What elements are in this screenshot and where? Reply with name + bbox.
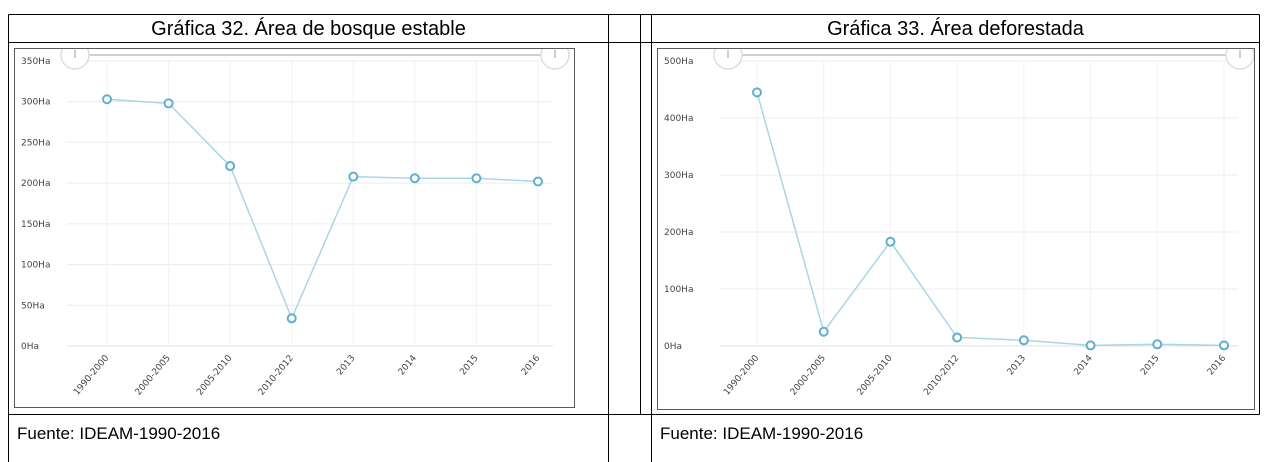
x-tick-label: 1990-2000	[72, 353, 111, 397]
y-tick-label: 200Ha	[664, 228, 693, 238]
y-tick-label: 400Ha	[664, 114, 693, 124]
data-point	[1018, 335, 1029, 346]
data-point	[102, 94, 112, 105]
y-tick-label: 300Ha	[21, 98, 50, 108]
x-tick-label: 2013	[1006, 354, 1028, 378]
data-point	[885, 236, 896, 247]
y-tick-label: 500Ha	[664, 57, 693, 67]
right-source-note: Fuente: IDEAM-1990-2016	[660, 424, 864, 443]
left-chart-title: Gráfica 32. Área de bosque estable	[151, 18, 466, 40]
x-tick-label: 2010-2012	[257, 354, 296, 398]
data-point	[409, 173, 420, 184]
y-tick-label: 100Ha	[664, 285, 693, 295]
x-tick-label: 2015	[458, 354, 480, 378]
x-tick-label: 2016	[520, 353, 543, 377]
x-tick-label: 2013	[335, 354, 357, 378]
x-tick-label: 2005-2010	[195, 353, 234, 397]
data-point	[533, 176, 543, 187]
data-point	[471, 173, 482, 184]
data-point	[163, 98, 174, 109]
y-tick-label: 150Ha	[21, 220, 50, 230]
y-tick-label: 0Ha	[664, 342, 682, 352]
x-tick-label: 2005-2010	[856, 353, 895, 397]
y-tick-label: 50Ha	[21, 301, 45, 311]
series-line	[106, 98, 539, 321]
data-point	[1152, 339, 1163, 350]
x-tick-label: 1990-2000	[722, 353, 761, 397]
zoom-slider-handle-right	[540, 49, 570, 70]
data-point	[752, 87, 762, 98]
left-chart-frame: 0Ha 50Ha 100Ha 150Ha 200Ha 250Ha 300Ha 350Ha 199…	[14, 48, 575, 408]
data-point	[818, 326, 829, 337]
zoom-slider-handle-left	[713, 49, 743, 70]
x-tick-label: 2014	[1072, 353, 1095, 377]
zoom-slider-handle-left	[60, 49, 90, 70]
data-point	[348, 171, 359, 182]
x-tick-label: 2016	[1206, 353, 1229, 377]
data-point	[286, 313, 297, 324]
x-tick-label: 2010-2012	[922, 354, 961, 398]
y-tick-label: 0Ha	[21, 342, 39, 352]
right-chart-title: Gráfica 33. Área deforestada	[827, 18, 1084, 40]
data-point	[1085, 340, 1096, 351]
x-tick-label: 2000-2005	[134, 354, 173, 398]
y-tick-label: 250Ha	[21, 138, 50, 148]
y-tick-label: 350Ha	[21, 57, 50, 67]
x-tick-label: 2015	[1139, 354, 1161, 378]
left-source-note: Fuente: IDEAM-1990-2016	[17, 424, 221, 443]
x-tick-label: 2014	[397, 353, 420, 377]
y-tick-label: 300Ha	[664, 171, 693, 181]
right-line-chart: 0Ha 100Ha 200Ha 300Ha 400Ha 500Ha 1990-2000 200…	[664, 49, 1254, 398]
data-point	[1219, 340, 1229, 351]
y-tick-label: 200Ha	[21, 179, 50, 189]
data-point	[225, 161, 236, 172]
y-tick-label: 100Ha	[21, 261, 50, 271]
right-chart-frame: 0Ha 100Ha 200Ha 300Ha 400Ha 500Ha 1990-2000 200…	[657, 48, 1255, 410]
left-line-chart: 0Ha 50Ha 100Ha 150Ha 200Ha 250Ha 300Ha 350Ha 199…	[21, 49, 570, 398]
series-line	[756, 92, 1225, 347]
data-point	[952, 332, 963, 343]
zoom-slider-handle-right	[1225, 49, 1254, 70]
x-tick-label: 2000-2005	[789, 354, 828, 398]
